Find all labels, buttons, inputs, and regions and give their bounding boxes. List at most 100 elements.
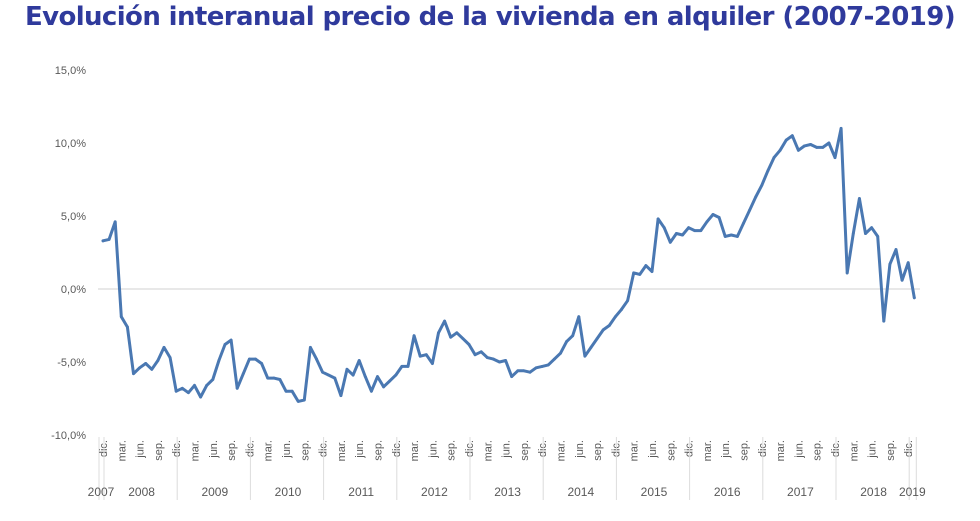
data-point [437, 331, 440, 335]
data-point [864, 232, 867, 235]
data-point [632, 271, 636, 275]
data-point [461, 337, 465, 341]
x-tick-label: mar. [190, 440, 202, 461]
year-label: 2008 [128, 485, 155, 499]
data-point [235, 386, 239, 390]
year-label: 2019 [899, 485, 926, 499]
year-label: 2012 [421, 485, 448, 499]
data-point [626, 299, 629, 303]
data-point [748, 208, 751, 212]
data-point [577, 315, 581, 319]
data-point [754, 195, 758, 199]
data-point [888, 262, 892, 266]
x-tick-label: jun. [793, 440, 805, 459]
data-point [357, 359, 361, 362]
data-point [528, 370, 532, 374]
data-point [668, 240, 672, 244]
data-point [492, 357, 495, 361]
data-point [534, 366, 538, 370]
data-point [797, 148, 800, 152]
data-point [107, 237, 111, 241]
data-point [455, 331, 459, 335]
x-tick-label: mar. [775, 440, 787, 461]
data-point [790, 134, 794, 138]
year-label: 2009 [201, 485, 228, 499]
data-point [309, 346, 312, 349]
data-point [187, 391, 190, 395]
data-point [705, 220, 709, 224]
data-point [839, 126, 843, 130]
data-point [144, 362, 148, 365]
data-point [882, 319, 886, 323]
chart-title: Evolución interanual precio de la vivien… [24, 2, 956, 32]
data-point [431, 362, 434, 365]
data-point [583, 354, 587, 358]
year-label: 2010 [275, 485, 302, 499]
x-tick-label: jun. [867, 440, 879, 459]
year-label: 2007 [88, 485, 115, 499]
data-point [559, 351, 562, 355]
data-point [772, 156, 776, 160]
data-point [370, 389, 373, 393]
x-tick-label: mar. [482, 440, 494, 461]
data-point [272, 376, 276, 380]
x-tick-label: jun. [574, 440, 586, 459]
x-tick-label: jun. [281, 440, 293, 459]
data-point [302, 398, 306, 402]
data-point [443, 319, 446, 323]
x-tick-label: jun. [647, 440, 659, 459]
x-tick-label: jun. [501, 440, 513, 459]
data-point [241, 372, 245, 376]
data-point [345, 367, 349, 371]
data-point [296, 400, 300, 403]
data-point [339, 394, 343, 397]
x-tick-label: mar. [556, 440, 568, 461]
data-point [607, 324, 611, 327]
x-tick-label: sep. [519, 440, 531, 461]
y-tick-label: 10,0% [55, 138, 86, 150]
data-point [912, 296, 916, 300]
y-axis: -10,0% -5,0% 0,0% 5,0% 10,0% 15,0% [51, 65, 920, 442]
x-tick-label: jun. [208, 440, 220, 459]
data-point [833, 156, 837, 160]
data-point [498, 360, 501, 364]
data-point [900, 278, 904, 282]
data-point [540, 364, 544, 368]
data-point [650, 270, 654, 273]
data-point [760, 183, 764, 187]
data-point [132, 372, 135, 376]
data-point [101, 239, 105, 243]
data-point [400, 364, 404, 368]
year-label: 2011 [348, 485, 374, 499]
data-point [473, 353, 477, 357]
data-point [388, 379, 392, 383]
data-point [510, 375, 514, 378]
data-point [479, 350, 483, 354]
data-point [333, 376, 337, 380]
data-point [315, 357, 318, 361]
data-point [638, 273, 642, 276]
data-point [266, 376, 270, 380]
data-point [516, 369, 520, 373]
data-point [485, 356, 489, 360]
x-tick-label: mar. [629, 440, 641, 461]
data-point [620, 308, 623, 311]
data-point [248, 357, 251, 361]
data-point [803, 144, 806, 148]
data-point [894, 248, 898, 251]
data-point [321, 370, 324, 374]
data-point [418, 354, 422, 358]
x-tick-label: mar. [263, 440, 275, 461]
data-point [589, 346, 593, 349]
data-point [656, 217, 660, 221]
data-point [223, 343, 227, 346]
data-point [467, 343, 471, 346]
x-tick-label: mar. [409, 440, 421, 461]
data-point [290, 389, 294, 393]
data-point [675, 232, 678, 235]
data-point [260, 362, 263, 365]
series-rent-price-yoy [101, 126, 916, 403]
data-point [693, 229, 697, 233]
data-point [150, 367, 154, 371]
